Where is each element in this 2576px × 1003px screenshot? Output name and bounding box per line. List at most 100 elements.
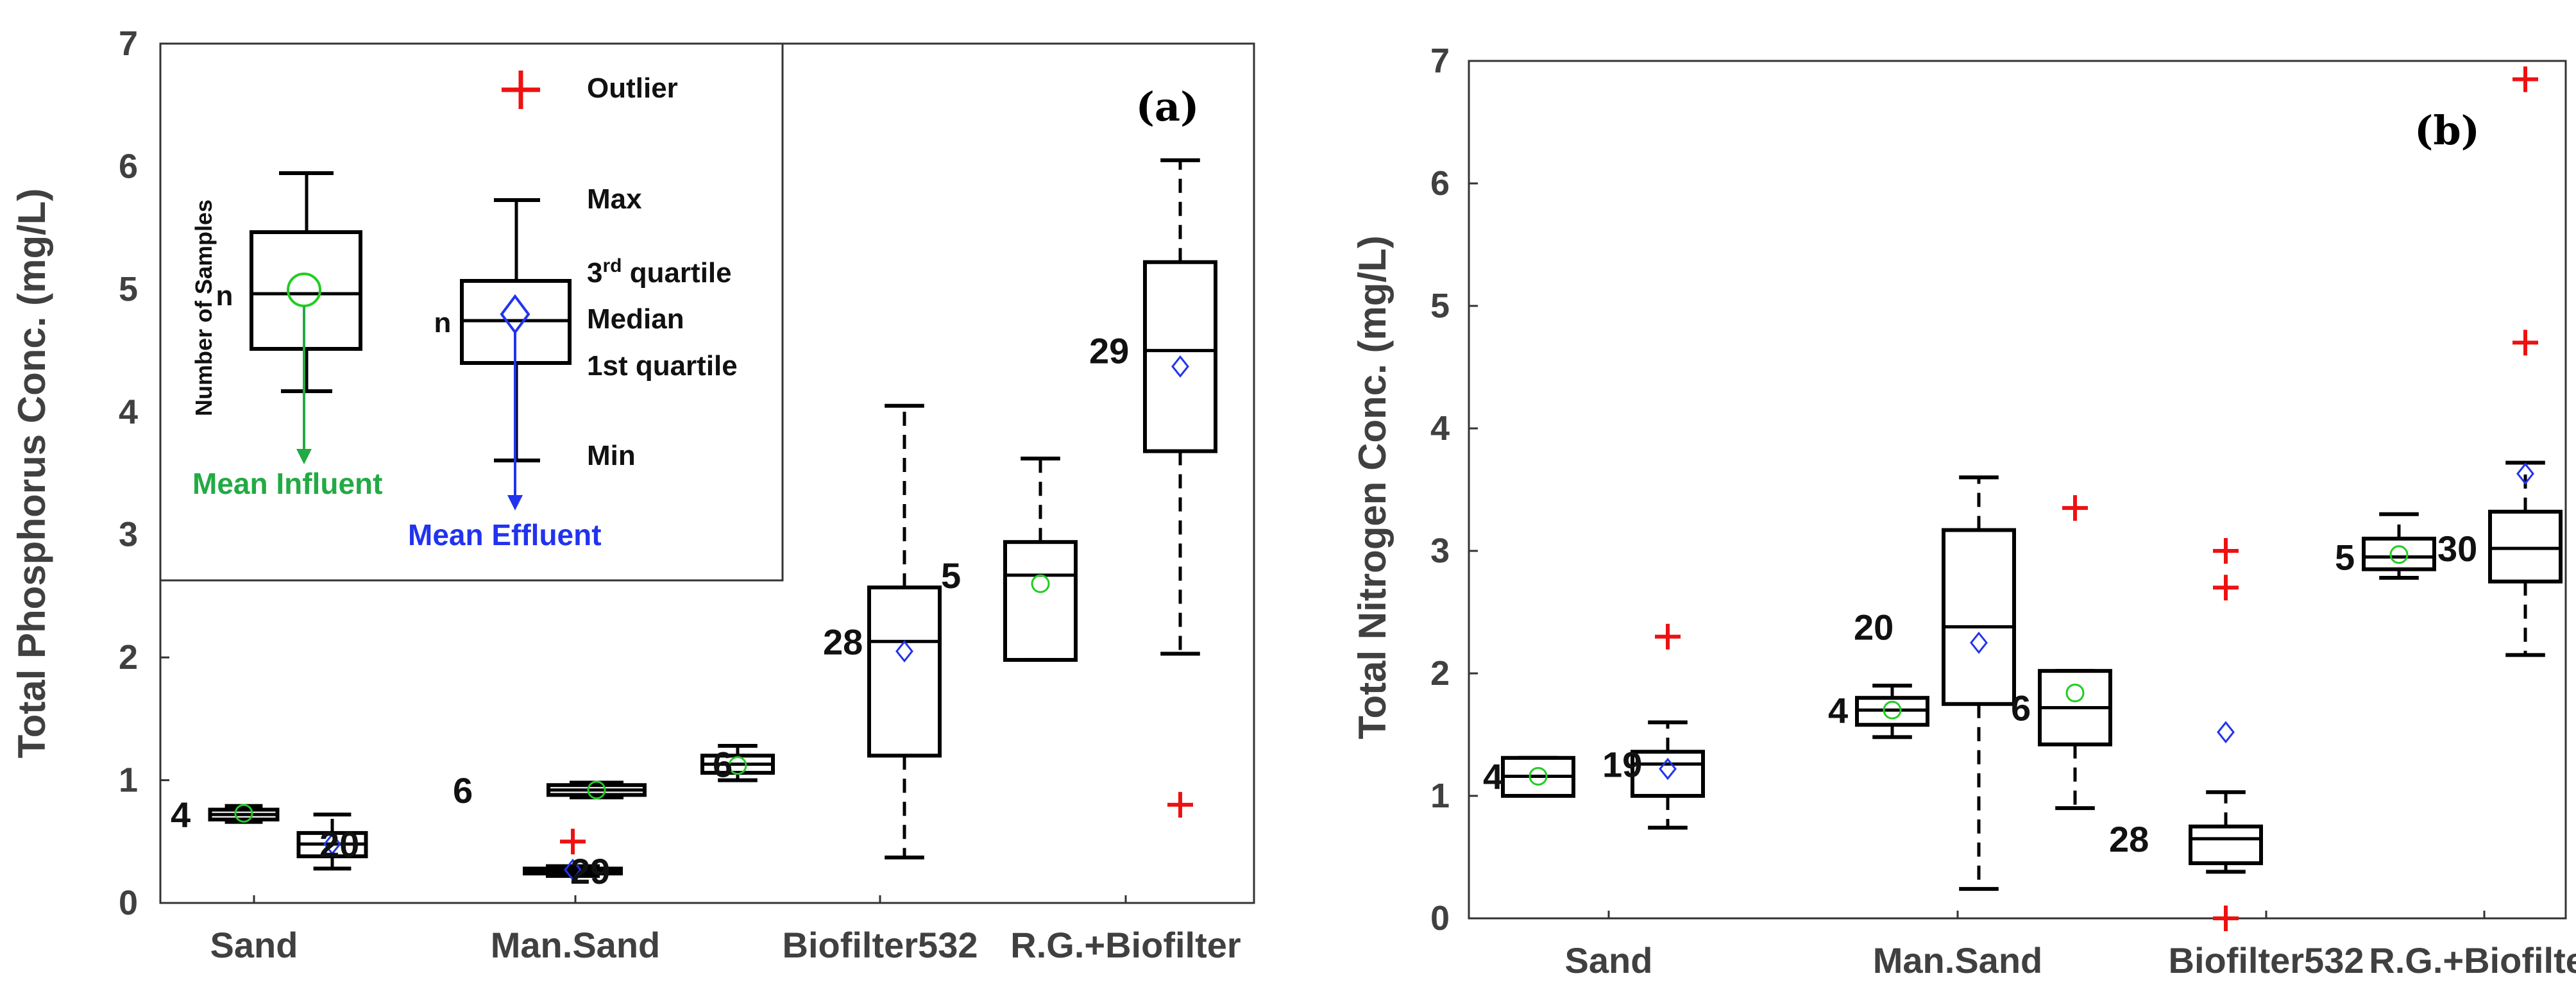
y-axis-label: Total Nitrogen Conc. (mg/L) [1351, 235, 1394, 739]
sample-count: 6 [453, 770, 473, 811]
iqr-box [2189, 824, 2263, 866]
mean-influent-marker [587, 780, 606, 800]
legend-q1-label: 1st quartile [587, 350, 738, 382]
outlier-marker [1655, 623, 1681, 650]
outlier-marker [560, 829, 586, 855]
outlier-marker [2213, 538, 2239, 564]
x-category-label: Biofilter532 [783, 925, 978, 965]
mean-effluent-marker [2516, 462, 2534, 485]
box-RG-influent: 5 [2335, 512, 2436, 580]
y-tick-label: 5 [1430, 287, 1450, 325]
sample-count: 29 [1089, 331, 1129, 371]
legend-n-label: n [216, 280, 233, 312]
sample-count: 4 [1483, 756, 1503, 796]
mean-effluent-marker [895, 640, 913, 662]
box-Bio-influent: 6 [700, 743, 775, 785]
mean-influent-marker [1031, 574, 1050, 593]
outlier-marker [1167, 791, 1193, 818]
mean-effluent-marker [1171, 355, 1189, 378]
iqr-box [2488, 509, 2563, 584]
iqr-box [1942, 528, 2016, 706]
mean-effluent-marker [2217, 721, 2235, 744]
panel-a: 0 1 2 3 4 5 6 7 Sand Man.Sand Biofilter532 R.G.+Bio… [10, 24, 1255, 965]
mean-influent-marker [1883, 700, 1902, 720]
iqr-box [1003, 540, 1078, 662]
y-axis-label: Total Phosphorus Conc. (mg/L) [10, 189, 53, 759]
mean-influent-marker [2065, 684, 2085, 703]
legend-median-label: Median [587, 303, 684, 335]
y-tick-label: 2 [119, 638, 138, 677]
sample-count: 28 [823, 621, 863, 662]
box-RG-effluent: 29 [1089, 158, 1217, 818]
y-tick-label: 2 [1430, 654, 1450, 693]
legend-mean-effluent: Mean Effluent [408, 518, 602, 552]
sample-count: 4 [1828, 690, 1848, 730]
box-Sand-effluent: 20 [296, 813, 368, 871]
legend-mean-circle [287, 273, 321, 307]
legend-min-label: Min [587, 440, 636, 471]
legend-n-label: n [434, 307, 452, 339]
sample-count: 5 [2335, 537, 2355, 578]
box-ManSand-influent: 4 [1828, 684, 1929, 739]
box-Sand-effluent: 19 [1602, 623, 1705, 830]
y-tick-label: 7 [1430, 42, 1450, 80]
y-tick-label: 0 [1430, 899, 1450, 938]
panel-b: 0 1 2 3 4 5 6 7 Sand Man.Sand Biofilter532 R.G.+Bio… [1351, 42, 2576, 981]
sample-count: 6 [2011, 687, 2031, 728]
y-tick-label: 5 [119, 270, 138, 308]
iqr-box [867, 586, 942, 758]
mean-influent-marker [2389, 545, 2409, 564]
box-RG-effluent: 30 [2437, 66, 2563, 657]
outlier-marker [2512, 66, 2538, 92]
sample-count: 29 [570, 851, 610, 891]
outlier-marker [2062, 495, 2088, 521]
y-tick-label: 6 [1430, 164, 1450, 203]
sample-count: 5 [941, 555, 961, 596]
x-category-label: Sand [210, 925, 298, 965]
box-Bio-effluent: 28 [2109, 538, 2263, 931]
legend-samples-label: Number of Samples [191, 199, 217, 416]
legend-outlier-label: Outlier [587, 72, 678, 104]
mean-effluent-marker [323, 832, 341, 856]
legend-arrowhead-effluent [507, 495, 523, 510]
sample-count: 4 [171, 795, 191, 835]
legend-q3-label: 3rd quartile [587, 255, 732, 289]
x-category-label: R.G.+Biofilter [1010, 925, 1241, 965]
y-tick-label: 4 [119, 392, 138, 431]
iqr-box [2362, 536, 2436, 571]
outlier-marker [2213, 575, 2239, 601]
legend-max-label: Max [587, 183, 642, 215]
y-tick-label: 1 [119, 761, 138, 800]
sample-count: 20 [319, 824, 359, 864]
sample-count: 6 [713, 745, 733, 785]
panel-label: (b) [2414, 107, 2480, 154]
box-ManSand-effluent: 20 [1854, 475, 2016, 891]
x-category-label: R.G.+Biofilter [2369, 940, 2576, 981]
mean-influent-marker [1529, 766, 1548, 786]
box-Bio-influent: 6 [2011, 495, 2112, 811]
mean-effluent-marker [1970, 631, 1988, 654]
mean-effluent-marker [1659, 757, 1677, 780]
legend-box-influent [250, 230, 362, 351]
plot-frame [1468, 60, 2567, 920]
mean-influent-marker [728, 756, 747, 775]
legend-mean-influent: Mean Influent [192, 467, 382, 500]
outlier-marker [2512, 330, 2538, 356]
sample-count: 20 [1854, 607, 1894, 647]
sample-count: 19 [1602, 744, 1642, 784]
legend-outlier-marker [502, 71, 540, 109]
box-ManSand-influent: 6 [453, 770, 647, 811]
x-category-label: Biofilter532 [2169, 940, 2364, 981]
y-tick-label: 1 [1430, 777, 1450, 815]
y-tick-label: 6 [119, 147, 138, 185]
y-tick-label: 7 [119, 24, 138, 63]
box-Sand-influent: 4 [171, 795, 280, 835]
x-category-label: Man.Sand [491, 925, 660, 965]
y-tick-label: 0 [119, 884, 138, 922]
sample-count: 30 [2437, 528, 2477, 569]
box-RG-influent: 5 [941, 457, 1078, 662]
x-category-label: Man.Sand [1873, 940, 2042, 981]
y-tick-label: 4 [1430, 409, 1450, 448]
